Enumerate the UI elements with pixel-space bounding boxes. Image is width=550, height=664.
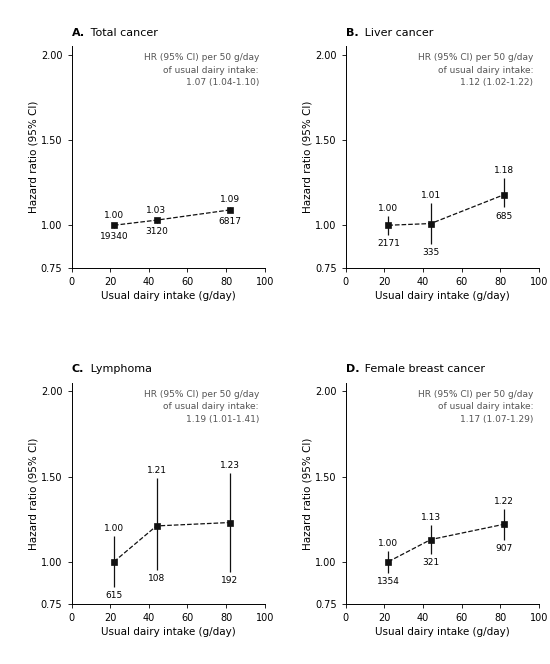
Text: 108: 108 (148, 574, 165, 584)
Text: 192: 192 (221, 576, 239, 585)
Text: 1.21: 1.21 (146, 466, 167, 475)
Text: 1.09: 1.09 (220, 195, 240, 205)
Text: 1.00: 1.00 (378, 204, 398, 213)
Text: HR (95% CI) per 50 g/day
of usual dairy intake:
1.17 (1.07-1.29): HR (95% CI) per 50 g/day of usual dairy … (418, 390, 533, 424)
Text: HR (95% CI) per 50 g/day
of usual dairy intake:
1.12 (1.02-1.22): HR (95% CI) per 50 g/day of usual dairy … (418, 53, 533, 87)
Text: 6817: 6817 (218, 216, 241, 226)
Text: 335: 335 (422, 248, 439, 257)
Text: 907: 907 (496, 544, 513, 553)
Text: 685: 685 (496, 212, 513, 220)
Text: 2171: 2171 (377, 239, 400, 248)
Text: Liver cancer: Liver cancer (359, 28, 434, 38)
Text: 1.00: 1.00 (104, 210, 124, 220)
Text: Lymphoma: Lymphoma (85, 364, 152, 374)
Text: 1.00: 1.00 (104, 524, 124, 533)
Text: HR (95% CI) per 50 g/day
of usual dairy intake:
1.19 (1.01-1.41): HR (95% CI) per 50 g/day of usual dairy … (144, 390, 259, 424)
X-axis label: Usual dairy intake (g/day): Usual dairy intake (g/day) (101, 291, 235, 301)
Text: 615: 615 (106, 592, 123, 600)
Text: A.: A. (72, 28, 85, 38)
Text: 1.03: 1.03 (146, 206, 167, 214)
Text: B.: B. (346, 28, 359, 38)
Text: 1354: 1354 (377, 577, 400, 586)
Text: 1.01: 1.01 (421, 191, 441, 200)
Text: 1.00: 1.00 (378, 539, 398, 548)
Y-axis label: Hazard ratio (95% CI): Hazard ratio (95% CI) (28, 101, 38, 213)
Text: D.: D. (346, 364, 359, 374)
Y-axis label: Hazard ratio (95% CI): Hazard ratio (95% CI) (302, 438, 312, 550)
X-axis label: Usual dairy intake (g/day): Usual dairy intake (g/day) (375, 627, 510, 637)
Text: 19340: 19340 (100, 232, 128, 241)
Text: 3120: 3120 (145, 227, 168, 236)
Text: Total cancer: Total cancer (85, 28, 158, 38)
Text: Female breast cancer: Female breast cancer (359, 364, 485, 374)
Y-axis label: Hazard ratio (95% CI): Hazard ratio (95% CI) (302, 101, 312, 213)
Y-axis label: Hazard ratio (95% CI): Hazard ratio (95% CI) (28, 438, 38, 550)
X-axis label: Usual dairy intake (g/day): Usual dairy intake (g/day) (375, 291, 510, 301)
Text: 321: 321 (422, 558, 439, 567)
Text: 1.13: 1.13 (421, 513, 441, 522)
Text: HR (95% CI) per 50 g/day
of usual dairy intake:
1.07 (1.04-1.10): HR (95% CI) per 50 g/day of usual dairy … (144, 53, 259, 87)
Text: 1.23: 1.23 (220, 461, 240, 470)
X-axis label: Usual dairy intake (g/day): Usual dairy intake (g/day) (101, 627, 235, 637)
Text: 1.18: 1.18 (494, 167, 514, 175)
Text: 1.22: 1.22 (494, 497, 514, 506)
Text: C.: C. (72, 364, 84, 374)
